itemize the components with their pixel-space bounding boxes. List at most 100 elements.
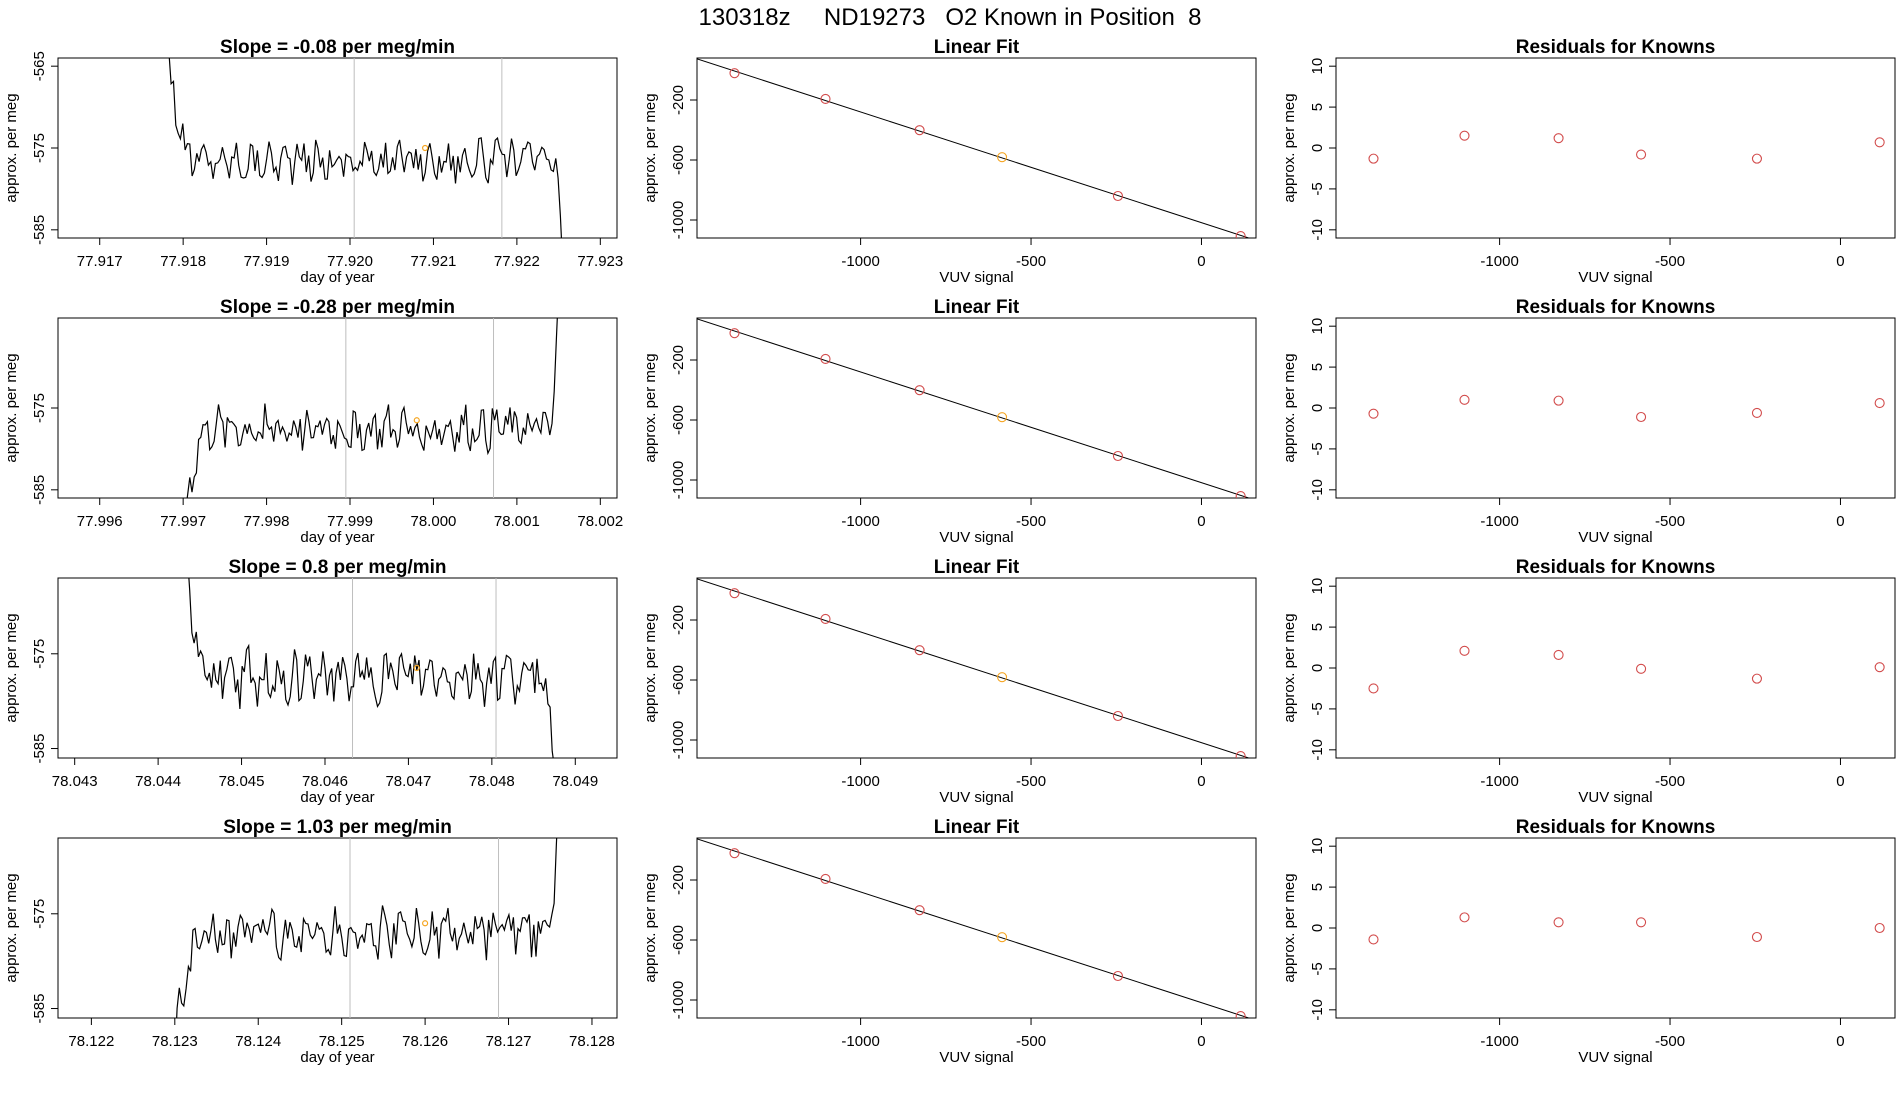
panel-title: Linear Fit bbox=[934, 817, 1020, 838]
y-tick-label: -200 bbox=[670, 865, 687, 895]
x-tick-label: -1000 bbox=[1480, 253, 1518, 270]
y-tick-label: -600 bbox=[670, 405, 687, 435]
panel-title: Linear Fit bbox=[934, 37, 1020, 58]
plot-area bbox=[697, 578, 1251, 758]
x-axis-label: day of year bbox=[300, 1049, 374, 1066]
x-tick-label: 77.919 bbox=[244, 253, 290, 270]
data-point bbox=[1636, 411, 1647, 423]
data-point bbox=[914, 905, 925, 916]
x-tick-label: 78.000 bbox=[411, 513, 457, 530]
plot-frame bbox=[1335, 837, 1896, 1019]
x-tick-label: 78.128 bbox=[569, 1033, 615, 1050]
plot-area bbox=[1368, 912, 1885, 945]
x-tick-label: 78.044 bbox=[135, 773, 181, 790]
y-tick-label: -10 bbox=[1309, 999, 1326, 1021]
plot-frame bbox=[696, 317, 1257, 499]
y-tick-label: -585 bbox=[31, 994, 48, 1024]
x-tick-label: 78.122 bbox=[68, 1033, 114, 1050]
x-tick-label: 77.922 bbox=[494, 253, 540, 270]
figure-title: 130318z ND19273 O2 Known in Position 8 bbox=[698, 4, 1202, 31]
data-point bbox=[997, 412, 1008, 423]
data-point bbox=[1112, 450, 1124, 462]
data-point bbox=[1751, 407, 1763, 418]
y-tick-label: -5 bbox=[1309, 962, 1326, 975]
x-axis-label: day of year bbox=[300, 789, 374, 806]
data-point bbox=[1112, 190, 1124, 202]
y-axis-label: approx. per meg bbox=[1281, 353, 1298, 462]
data-point bbox=[729, 68, 740, 79]
position-marker bbox=[422, 920, 429, 927]
data-point bbox=[1553, 395, 1564, 406]
panel-title: Slope = -0.08 per meg/min bbox=[220, 37, 455, 58]
panel-residuals-1: Residuals for Knowns -1000 -500 0 10 5 0 -5 -10 V… bbox=[1281, 37, 1896, 286]
fit-line bbox=[697, 58, 1251, 238]
y-axis-label: approx. per meg bbox=[1281, 93, 1298, 202]
data-point bbox=[1459, 912, 1470, 923]
data-point bbox=[729, 848, 740, 859]
x-tick-label: 78.047 bbox=[385, 773, 431, 790]
data-point bbox=[1874, 398, 1885, 409]
x-tick-label: 78.125 bbox=[319, 1033, 365, 1050]
fit-line bbox=[697, 838, 1251, 1018]
panel-slope-3: Slope = 0.8 per meg/min 78.043 78.044 78.04… bbox=[3, 557, 618, 806]
data-point bbox=[1368, 934, 1379, 945]
x-tick-label: -500 bbox=[1655, 253, 1685, 270]
y-tick-label: -10 bbox=[1309, 219, 1326, 241]
data-point bbox=[1553, 917, 1564, 928]
y-tick-label: -1000 bbox=[670, 721, 687, 759]
plot-frame bbox=[57, 837, 618, 1019]
x-axis-label: VUV signal bbox=[1578, 789, 1652, 806]
panel-residuals-4: Residuals for Knowns -1000 -500 0 10 5 0 -5 -10 V… bbox=[1281, 817, 1896, 1066]
x-tick-label: -1000 bbox=[1480, 1033, 1518, 1050]
y-axis-label: approx. per meg bbox=[642, 353, 659, 462]
y-tick-label: 10 bbox=[1309, 838, 1326, 855]
data-point bbox=[1874, 922, 1885, 934]
y-tick-label: -10 bbox=[1309, 479, 1326, 501]
y-tick-label: -200 bbox=[670, 85, 687, 115]
data-point bbox=[820, 613, 831, 625]
position-marker bbox=[413, 417, 420, 424]
plot-frame bbox=[1335, 317, 1896, 499]
plot-area bbox=[1368, 645, 1885, 694]
data-point bbox=[914, 645, 925, 656]
x-tick-label: 77.921 bbox=[411, 253, 457, 270]
y-tick-label: -1000 bbox=[670, 461, 687, 499]
x-tick-label: -500 bbox=[1016, 773, 1046, 790]
y-tick-label: 0 bbox=[1309, 144, 1326, 152]
x-axis-label: day of year bbox=[300, 269, 374, 286]
x-tick-label: 78.049 bbox=[552, 773, 598, 790]
panel-fit-2: Linear Fit -1000 -500 0 -200 -600 -1000 VUV sig… bbox=[642, 297, 1257, 546]
panel-title: Residuals for Knowns bbox=[1516, 817, 1716, 838]
data-point bbox=[1459, 645, 1470, 656]
x-tick-label: -500 bbox=[1016, 253, 1046, 270]
data-trace bbox=[188, 578, 554, 758]
plot-area bbox=[176, 838, 558, 1018]
data-point bbox=[1636, 917, 1647, 928]
panel-title: Linear Fit bbox=[934, 557, 1020, 578]
data-point bbox=[1112, 710, 1124, 722]
data-point bbox=[1112, 970, 1124, 982]
x-tick-label: 0 bbox=[1197, 513, 1205, 530]
x-tick-label: 77.918 bbox=[160, 253, 206, 270]
panel-slope-4: Slope = 1.03 per meg/min 78.122 78.123 78.1… bbox=[3, 817, 618, 1066]
x-tick-label: 0 bbox=[1197, 253, 1205, 270]
data-point bbox=[1874, 662, 1885, 673]
panel-residuals-3: Residuals for Knowns -1000 -500 0 10 5 0 -5 -10 V… bbox=[1281, 557, 1896, 806]
y-axis-label: approx. per meg bbox=[3, 613, 20, 722]
plot-frame bbox=[1335, 57, 1896, 239]
x-tick-label: -1000 bbox=[841, 253, 879, 270]
data-point bbox=[1751, 673, 1763, 684]
y-tick-label: 5 bbox=[1309, 883, 1326, 891]
data-point bbox=[997, 932, 1008, 943]
x-tick-label: 77.917 bbox=[77, 253, 123, 270]
data-point bbox=[1235, 751, 1246, 758]
x-tick-label: 0 bbox=[1197, 773, 1205, 790]
y-axis-label: approx. per meg bbox=[3, 873, 20, 982]
x-tick-label: 0 bbox=[1836, 513, 1844, 530]
y-axis-label: approx. per meg bbox=[1281, 613, 1298, 722]
x-tick-label: 78.126 bbox=[402, 1033, 448, 1050]
y-tick-label: -5 bbox=[1309, 182, 1326, 195]
x-tick-label: 78.123 bbox=[152, 1033, 198, 1050]
y-tick-label: -1000 bbox=[670, 981, 687, 1019]
x-tick-label: 0 bbox=[1836, 773, 1844, 790]
